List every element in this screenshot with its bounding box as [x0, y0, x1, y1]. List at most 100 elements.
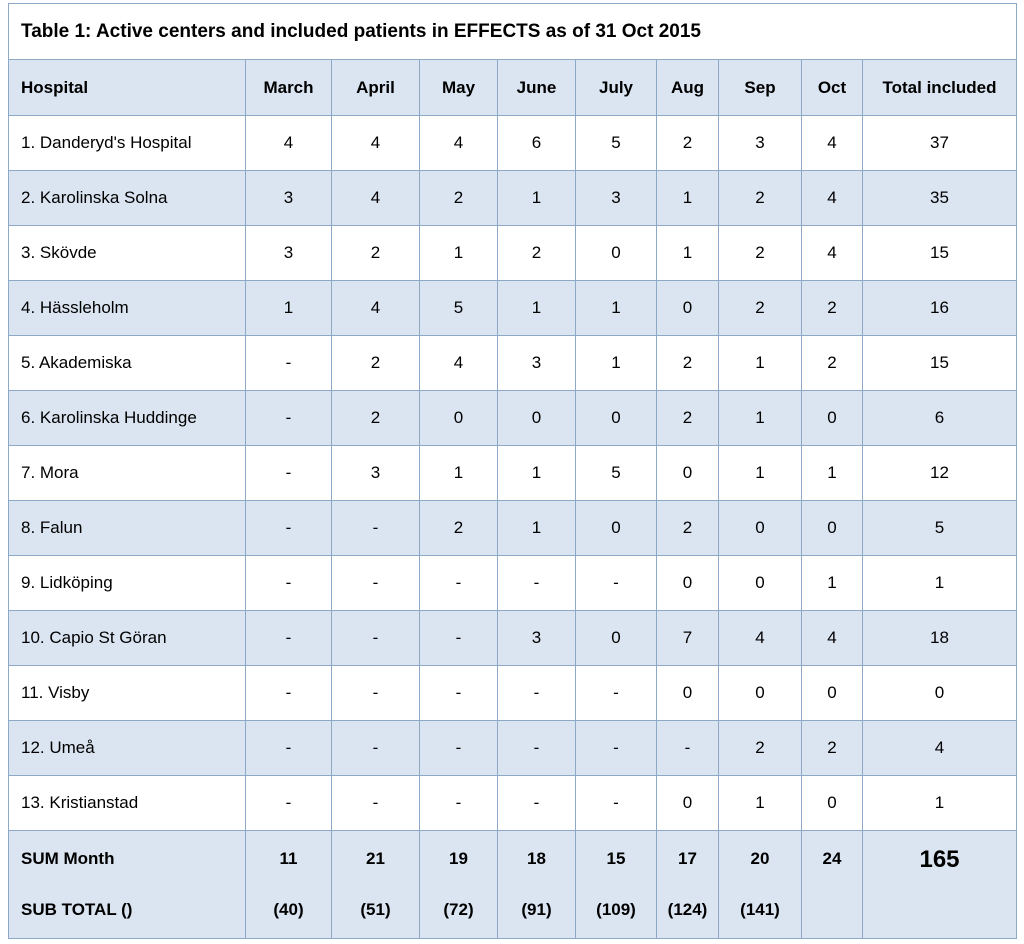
subtotal-label: SUB TOTAL () — [21, 900, 133, 919]
table-cell: 0 — [656, 445, 719, 501]
table-cell: 37 — [861, 115, 1018, 171]
table-container: Table 1: Active centers and included pat… — [7, 3, 1018, 939]
table-cell: 1 — [497, 170, 576, 226]
footer-month-cell: 21 (51) — [331, 830, 420, 939]
table-cell: 1 — [575, 280, 657, 336]
table-cell: 0 — [718, 500, 802, 556]
table-cell: 35 — [861, 170, 1018, 226]
table-cell: - — [331, 665, 420, 721]
table-body: 1. Danderyd's Hospital 4 4 4 6 5 2 3 4 37 2. Karol… — [8, 115, 1018, 831]
column-header: Total included — [861, 59, 1018, 116]
table-cell: 15 — [861, 225, 1018, 281]
table-cell: 0 — [801, 775, 863, 831]
table-cell: 1 — [718, 445, 802, 501]
table-cell: 1 — [718, 775, 802, 831]
table-cell: 0 — [497, 390, 576, 446]
subtotal-value: (40) — [273, 900, 304, 919]
table-cell: 2 — [331, 225, 420, 281]
column-header: June — [497, 59, 576, 116]
table-cell: - — [331, 555, 420, 611]
table-cell: 0 — [801, 665, 863, 721]
table-cell: 0 — [656, 775, 719, 831]
hospital-name-cell: 5. Akademiska — [8, 335, 246, 391]
table-cell: 0 — [575, 390, 657, 446]
table-cell: 2 — [656, 500, 719, 556]
table-cell: 2 — [331, 390, 420, 446]
subtotal-value: (124) — [667, 900, 708, 919]
hospital-name-cell: 8. Falun — [8, 500, 246, 556]
footer-month-cell: 11 (40) — [245, 830, 332, 939]
sum-month-value: 18 — [527, 849, 546, 868]
table-cell: 5 — [861, 500, 1018, 556]
subtotal-value — [802, 897, 862, 923]
table-cell: - — [245, 390, 332, 446]
table-cell: - — [245, 335, 332, 391]
table-cell: 5 — [575, 445, 657, 501]
table-cell: 0 — [656, 665, 719, 721]
table-row: 6. Karolinska Huddinge -2 0 0 0 2 1 0 6 — [8, 390, 1018, 446]
table-cell: - — [575, 775, 657, 831]
table-cell: - — [331, 775, 420, 831]
table-cell: 2 — [656, 335, 719, 391]
table-cell: 0 — [861, 665, 1018, 721]
column-header: May — [419, 59, 498, 116]
table-cell: 15 — [861, 335, 1018, 391]
table-cell: 4 — [419, 335, 498, 391]
table-cell: 18 — [861, 610, 1018, 666]
subtotal-value: (72) — [443, 900, 474, 919]
table-row: 7. Mora -3 1 1 5 0 1 1 12 — [8, 445, 1018, 501]
table-cell: - — [245, 610, 332, 666]
hospital-name-cell: 4. Hässleholm — [8, 280, 246, 336]
hospital-name-cell: 10. Capio St Göran — [8, 610, 246, 666]
table-cell: 16 — [861, 280, 1018, 336]
table-cell: 4 — [331, 115, 420, 171]
sum-month-value: 11 — [279, 849, 298, 868]
table-cell: 0 — [575, 225, 657, 281]
column-header: April — [331, 59, 420, 116]
table-cell: - — [497, 555, 576, 611]
table-cell: 4 — [419, 115, 498, 171]
table-cell: 2 — [801, 335, 863, 391]
table-cell: 7 — [656, 610, 719, 666]
table-cell: 1 — [718, 390, 802, 446]
table-cell: 0 — [575, 500, 657, 556]
table-cell: 1 — [861, 775, 1018, 831]
table-cell: 3 — [245, 170, 332, 226]
table-row: 9. Lidköping - - - - -0 0 1 1 — [8, 555, 1018, 611]
table-cell: 1 — [497, 280, 576, 336]
sum-month-value: 21 — [366, 849, 385, 868]
table-cell: 0 — [656, 280, 719, 336]
column-header: Aug — [656, 59, 719, 116]
table-row: 4. Hässleholm 1 4 5 1 1 0 2 2 16 — [8, 280, 1018, 336]
table-cell: 2 — [656, 115, 719, 171]
table-cell: 0 — [575, 610, 657, 666]
table-cell: 3 — [718, 115, 802, 171]
footer-month-cell: 15 (109) — [575, 830, 657, 939]
table-cell: 0 — [419, 390, 498, 446]
table-cell: 1 — [656, 170, 719, 226]
table-cell: 2 — [419, 500, 498, 556]
table-cell: 4 — [801, 610, 863, 666]
table-cell: 1 — [801, 445, 863, 501]
table-cell: 3 — [331, 445, 420, 501]
table-cell: 1 — [656, 225, 719, 281]
table-cell: - — [331, 720, 420, 776]
table-cell: 4 — [718, 610, 802, 666]
table-row: 13. Kristianstad - - - - -0 1 0 1 — [8, 775, 1018, 831]
table-cell: 2 — [718, 280, 802, 336]
sum-month-value: 20 — [750, 849, 770, 868]
table-cell: - — [419, 555, 498, 611]
table-cell: 2 — [497, 225, 576, 281]
table-row: 3. Skövde 3 2 1 2 0 1 2 4 15 — [8, 225, 1018, 281]
hospital-name-cell: 3. Skövde — [8, 225, 246, 281]
table-cell: 2 — [801, 720, 863, 776]
table-cell: - — [656, 720, 719, 776]
table-cell: - — [245, 665, 332, 721]
table-cell: 4 — [245, 115, 332, 171]
table-cell: - — [245, 720, 332, 776]
table-cell: - — [419, 775, 498, 831]
table-cell: - — [419, 610, 498, 666]
footer-month-cell: 24 — [801, 830, 863, 939]
table-cell: 1 — [497, 445, 576, 501]
patients-table: Table 1: Active centers and included pat… — [7, 3, 1018, 939]
